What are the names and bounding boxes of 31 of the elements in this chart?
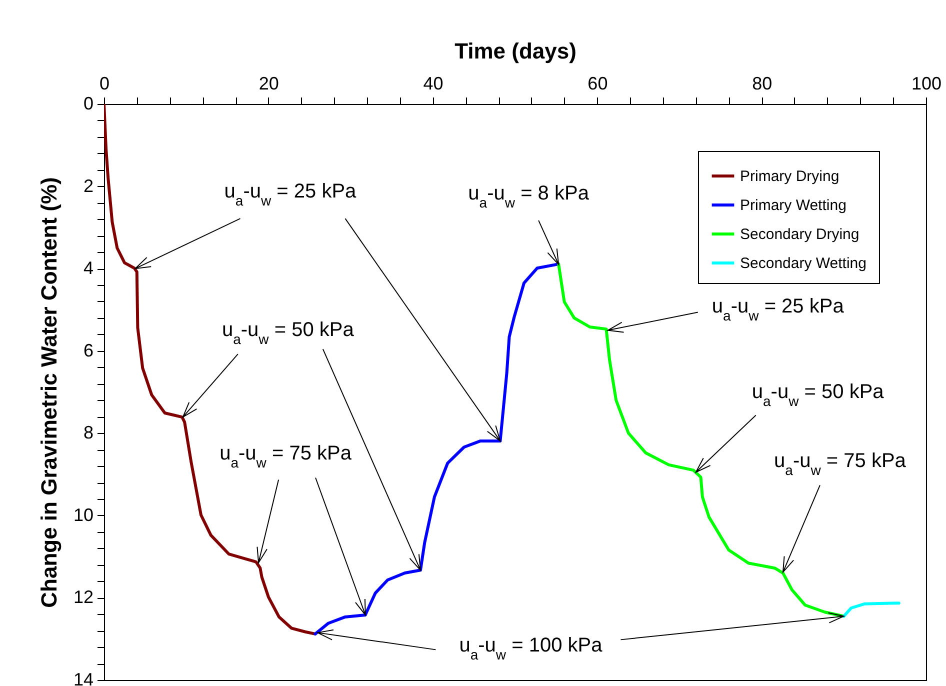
line-series: [314, 262, 560, 636]
legend-label: Secondary Wetting: [740, 255, 866, 272]
annotation: u$_{a}$-u$_{w}$ = 50 kPa: [752, 381, 885, 410]
x-axis-title: Time (days): [454, 38, 576, 64]
legend-label: Secondary Drying: [740, 226, 860, 243]
annotation: u$_{a}$-u$_{w}$ = 75 kPa: [220, 442, 352, 471]
y-tick-label: 0: [83, 94, 94, 114]
x-tick-label: 80: [752, 74, 772, 94]
x-tick-label: 100: [911, 74, 942, 94]
annotation: u$_{a}$-u$_{w}$ = 75 kPa: [774, 450, 907, 478]
annotation: u$_{a}$-u$_{w}$ = 8 kPa: [468, 182, 590, 210]
y-tick-label: 12: [73, 587, 94, 608]
x-tick-label: 40: [423, 74, 444, 94]
y-tick-label: 8: [83, 422, 94, 443]
line-series: [104, 104, 317, 636]
legend-label: Primary Drying: [740, 168, 840, 185]
x-tick-label: 60: [588, 74, 608, 94]
y-tick-label: 10: [73, 504, 94, 525]
y-tick-label: 2: [83, 176, 94, 196]
y-tick-label: 14: [73, 670, 94, 686]
line-series: [842, 602, 900, 618]
y-axis-title: Change in Gravimetric Water Content (%): [36, 177, 62, 608]
annotation: u$_{a}$-u$_{w}$ = 25 kPa: [224, 180, 358, 209]
legend-label: Primary Wetting: [740, 197, 846, 214]
y-tick-label: 4: [83, 258, 94, 278]
x-tick-label: 20: [258, 74, 279, 94]
y-tick-label: 6: [83, 340, 94, 360]
annotation: u$_{a}$-u$_{w}$ = 25 kPa: [712, 295, 845, 324]
annotation: u$_{a}$-u$_{w}$ = 100 kPa: [459, 634, 604, 663]
x-tick-label: 0: [99, 74, 110, 94]
annotation: u$_{a}$-u$_{w}$ = 50 kPa: [222, 319, 355, 348]
